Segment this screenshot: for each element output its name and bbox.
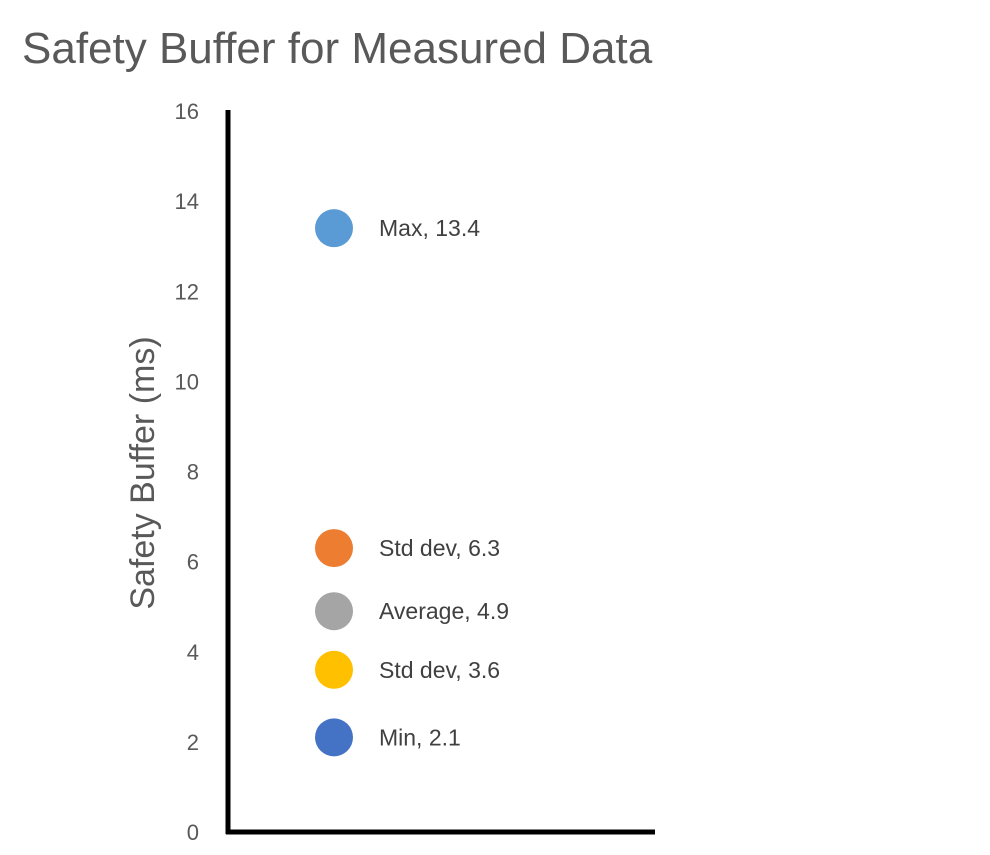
y-tick-label: 16 <box>175 99 199 124</box>
y-tick-label: 10 <box>175 369 199 394</box>
y-tick-label: 2 <box>187 730 199 755</box>
data-point-label: Std dev, 6.3 <box>379 535 500 561</box>
y-tick-label: 14 <box>175 189 199 214</box>
data-points: Max, 13.4 Std dev, 6.3 Average, 4.9 Std dev… <box>315 209 509 757</box>
y-tick-label: 8 <box>187 460 199 485</box>
y-tick-label: 6 <box>187 550 199 575</box>
y-tick-label: 12 <box>175 279 199 304</box>
data-point-label: Max, 13.4 <box>379 215 480 241</box>
y-tick-label: 0 <box>187 820 199 845</box>
y-axis-ticks: 0 2 4 6 8 10 12 14 16 <box>175 99 199 845</box>
data-point-marker <box>315 209 353 248</box>
data-point-marker <box>315 592 353 631</box>
data-point-label: Average, 4.9 <box>379 598 509 624</box>
data-point-marker <box>315 650 353 689</box>
data-point-label: Std dev, 3.6 <box>379 657 500 683</box>
chart-title: Safety Buffer for Measured Data <box>22 24 653 73</box>
data-point-label: Min, 2.1 <box>379 724 461 750</box>
data-point-marker <box>315 718 353 757</box>
y-axis-label: Safety Buffer (ms) <box>124 336 162 609</box>
data-point-marker <box>315 529 353 568</box>
y-tick-label: 4 <box>187 640 199 665</box>
